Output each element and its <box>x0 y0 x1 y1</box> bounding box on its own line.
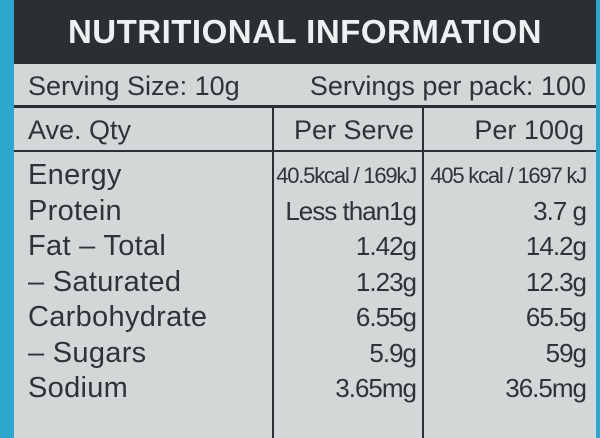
header-divider <box>14 150 596 152</box>
nutrition-panel: NUTRITIONAL INFORMATION Serving Size: 10… <box>14 0 596 438</box>
per-serve-value: 1.42g <box>355 231 417 261</box>
nutrient-name: – Sugars <box>28 336 147 369</box>
per-serve-value: 5.9g <box>369 337 417 368</box>
serving-info-row: Serving Size: 10g Servings per pack: 100 <box>14 64 596 108</box>
nutrient-name: Energy <box>28 159 122 191</box>
table-row: Sodium 3.65mg 36.5mg <box>14 371 596 407</box>
header-per-100g: Per 100g <box>474 115 584 145</box>
per-100g-value: 36.5mg <box>505 373 587 403</box>
per-serve-value: Less than1g <box>285 195 417 226</box>
nutrient-name: Carbohydrate <box>28 301 208 333</box>
table-row: Energy 40.5kcal / 169kJ 405 kcal / 1697 … <box>14 158 596 194</box>
table-row: Carbohydrate 6.55g 65.5g <box>14 300 596 336</box>
table-row: Protein Less than1g 3.7 g <box>14 194 596 230</box>
serving-size: Serving Size: 10g <box>28 71 240 101</box>
per-serve-value: 40.5kcal / 169kJ <box>276 163 417 188</box>
nutrient-name: Protein <box>28 194 122 227</box>
per-serve-value: 3.65mg <box>335 373 417 403</box>
per-100g-value: 12.3g <box>525 266 587 297</box>
per-serve-value: 1.23g <box>355 266 417 297</box>
per-100g-value: 59g <box>545 337 587 368</box>
table-row: Fat – Total 1.42g 14.2g <box>14 229 596 265</box>
servings-per-pack: Servings per pack: 100 <box>309 71 586 101</box>
table-row: – Saturated 1.23g 12.3g <box>14 265 596 301</box>
column-divider <box>272 108 274 438</box>
table-body: Energy 40.5kcal / 169kJ 405 kcal / 1697 … <box>14 158 596 407</box>
per-100g-value: 65.5g <box>525 302 587 332</box>
per-100g-value: 14.2g <box>525 231 587 261</box>
per-serve-value: 6.55g <box>355 302 417 332</box>
nutrition-table: Ave. Qty Per Serve Per 100g Energy 40.5k… <box>14 108 596 438</box>
panel-title: NUTRITIONAL INFORMATION <box>14 0 596 64</box>
header-ave-qty: Ave. Qty <box>28 115 132 145</box>
per-100g-value: 405 kcal / 1697 kJ <box>430 163 587 188</box>
nutrient-name: Fat – Total <box>28 230 167 262</box>
nutrient-name: – Saturated <box>28 265 182 298</box>
column-divider <box>422 108 424 438</box>
table-row: – Sugars 5.9g 59g <box>14 336 596 372</box>
nutrient-name: Sodium <box>28 372 129 404</box>
per-100g-value: 3.7 g <box>533 195 587 226</box>
header-per-serve: Per Serve <box>293 115 414 145</box>
